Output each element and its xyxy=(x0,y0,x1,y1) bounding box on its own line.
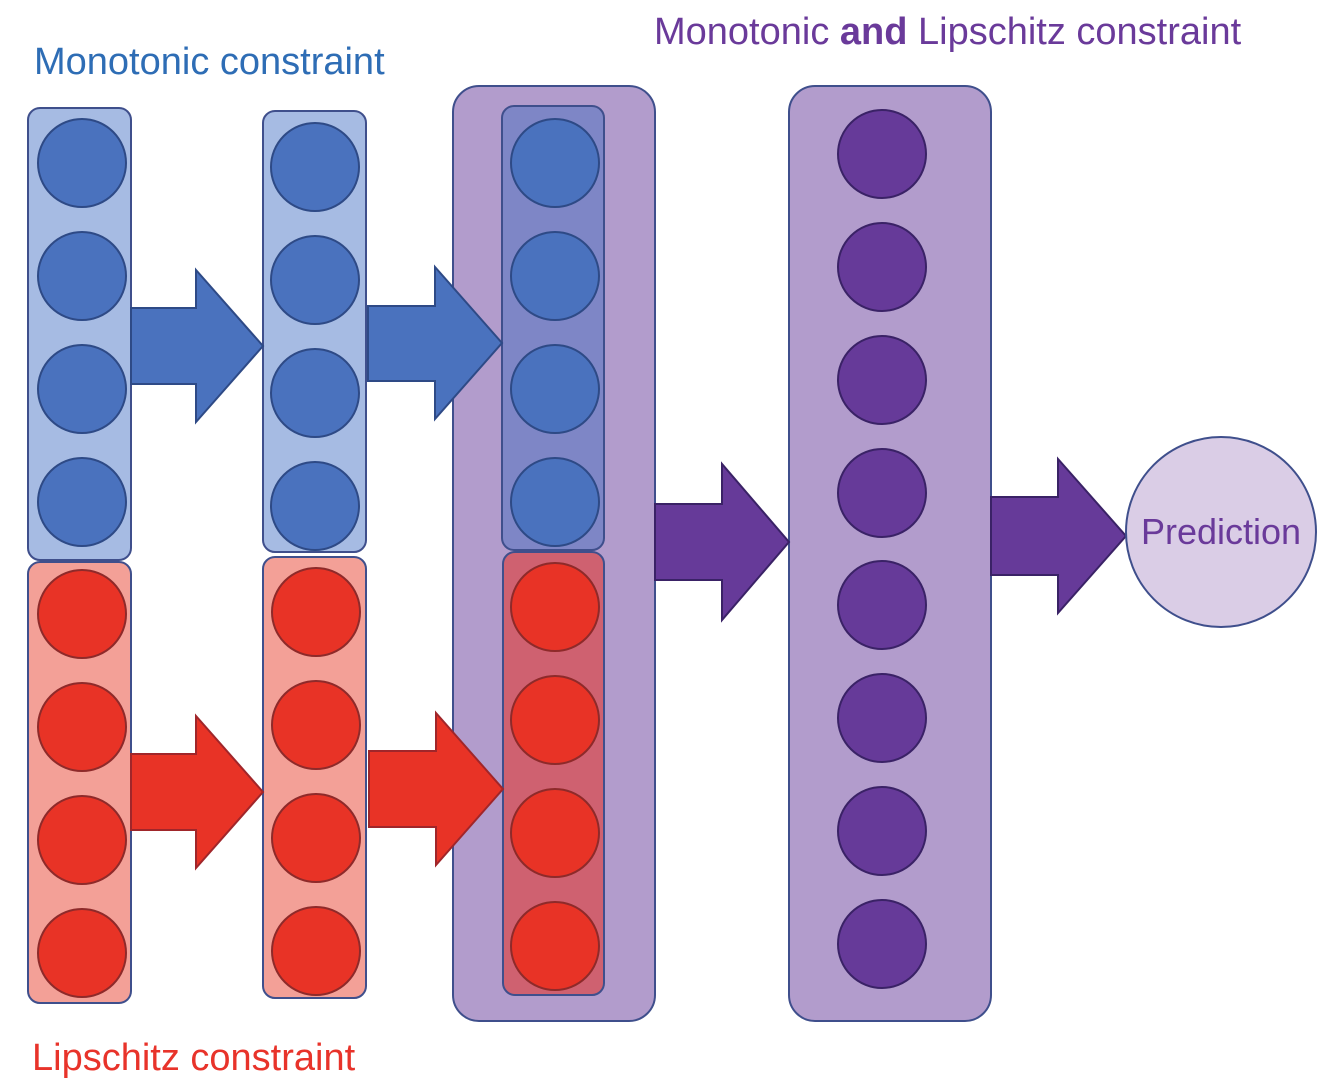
blue-node xyxy=(37,118,127,208)
purple-node xyxy=(837,786,927,876)
blue-node xyxy=(510,231,600,321)
purple-arrow-1 xyxy=(654,461,791,623)
red-node xyxy=(271,906,361,996)
blue-node xyxy=(270,235,360,325)
blue-arrow-2 xyxy=(367,264,504,422)
blue-node xyxy=(510,457,600,547)
combined-constraint-label: Monotonic and Lipschitz constraint xyxy=(654,11,1242,53)
red-node xyxy=(37,569,127,659)
blue-node xyxy=(270,461,360,551)
purple-node xyxy=(837,899,927,989)
purple-arrow-2 xyxy=(990,456,1128,616)
red-node xyxy=(510,788,600,878)
blue-node xyxy=(37,344,127,434)
red-node xyxy=(510,675,600,765)
blue-node xyxy=(270,122,360,212)
combined-label-suffix: Lipschitz constraint xyxy=(907,11,1241,53)
purple-node xyxy=(837,109,927,199)
red-arrow-1 xyxy=(130,713,265,871)
red-node xyxy=(271,793,361,883)
red-layer-2-box xyxy=(262,556,367,999)
blue-arrow-1 xyxy=(130,267,265,425)
red-layer-3-box xyxy=(502,551,605,996)
purple-node xyxy=(837,673,927,763)
blue-node xyxy=(37,231,127,321)
blue-node xyxy=(510,118,600,208)
combined-label-prefix: Monotonic xyxy=(654,11,840,53)
blue-layer-3-box xyxy=(501,105,605,551)
blue-node xyxy=(270,348,360,438)
purple-node xyxy=(837,448,927,538)
red-node xyxy=(37,682,127,772)
monotonic-constraint-label: Monotonic constraint xyxy=(34,41,385,83)
red-node xyxy=(510,901,600,991)
blue-node xyxy=(37,457,127,547)
combined-label-bold: and xyxy=(840,11,908,53)
blue-layer-2-box xyxy=(262,110,367,553)
red-node xyxy=(510,562,600,652)
prediction-node xyxy=(1125,436,1317,628)
red-node xyxy=(271,567,361,657)
red-node xyxy=(37,795,127,885)
red-arrow-2 xyxy=(368,710,505,868)
prediction-label: Prediction xyxy=(1141,511,1301,552)
lipschitz-constraint-label: Lipschitz constraint xyxy=(32,1037,356,1079)
purple-node xyxy=(837,335,927,425)
purple-node xyxy=(837,560,927,650)
purple-node xyxy=(837,222,927,312)
red-node xyxy=(37,908,127,998)
red-node xyxy=(271,680,361,770)
blue-node xyxy=(510,344,600,434)
